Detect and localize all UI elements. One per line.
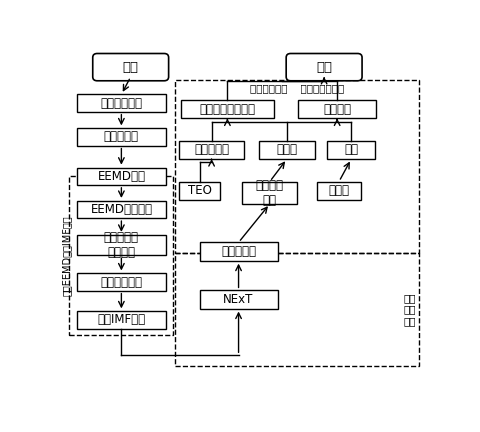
Text: NExT: NExT: [223, 293, 254, 306]
Text: EEMD分解: EEMD分解: [97, 170, 145, 183]
Bar: [175, 253, 419, 366]
Bar: [327, 141, 375, 159]
Text: EEMD时空滤波: EEMD时空滤波: [90, 203, 152, 216]
Bar: [200, 242, 277, 261]
Text: 结束: 结束: [316, 60, 332, 73]
Text: 筛选EEMD主导IMF分量: 筛选EEMD主导IMF分量: [61, 215, 72, 296]
Bar: [179, 141, 244, 159]
Text: 主导模式参数输出: 主导模式参数输出: [199, 103, 255, 116]
Text: 阻尼比: 阻尼比: [276, 143, 298, 156]
Bar: [181, 100, 274, 118]
Bar: [77, 273, 166, 291]
Text: 主导IMF分量: 主导IMF分量: [97, 314, 145, 327]
FancyBboxPatch shape: [286, 54, 362, 81]
Bar: [259, 141, 315, 159]
Bar: [298, 100, 376, 118]
Text: 信号能量
分析: 信号能量 分析: [256, 179, 284, 207]
Bar: [179, 181, 220, 200]
Bar: [69, 175, 173, 335]
Text: TEO: TEO: [188, 184, 211, 197]
Text: 互相关函数: 互相关函数: [221, 245, 256, 258]
Bar: [77, 128, 166, 146]
Text: 低频振荡主导    模式识别与预警: 低频振荡主导 模式识别与预警: [250, 83, 344, 93]
Text: 信号预处理: 信号预处理: [104, 130, 139, 143]
Bar: [200, 290, 277, 308]
FancyBboxPatch shape: [93, 54, 168, 81]
Bar: [242, 181, 297, 204]
Text: 互相关系数
真假判别: 互相关系数 真假判别: [104, 231, 139, 259]
Text: 预警系统: 预警系统: [323, 103, 351, 116]
Text: 峰峰值: 峰峰值: [328, 184, 349, 197]
Text: 相位: 相位: [344, 143, 358, 156]
Bar: [77, 95, 166, 112]
Bar: [77, 168, 166, 185]
Text: 振荡信号输入: 振荡信号输入: [100, 97, 143, 110]
Bar: [77, 201, 166, 218]
Text: 能量权重排序: 能量权重排序: [100, 276, 143, 289]
Text: 频率和幅值: 频率和幅值: [194, 143, 229, 156]
Text: 开始: 开始: [123, 60, 139, 73]
Bar: [77, 311, 166, 329]
Bar: [175, 80, 419, 253]
Text: 自然
激励
技术: 自然 激励 技术: [404, 293, 416, 326]
Bar: [317, 181, 361, 200]
Bar: [77, 235, 166, 255]
